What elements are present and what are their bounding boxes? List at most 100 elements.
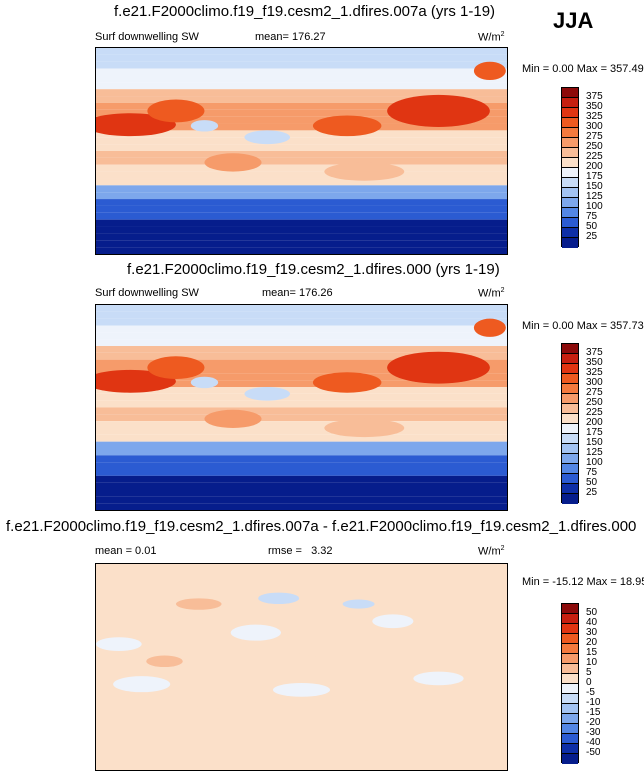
panel-3-rmse-label: rmse = 3.32 <box>268 545 333 557</box>
field-band <box>96 325 507 333</box>
panel-3-map-field <box>96 564 507 770</box>
field-anomaly <box>272 683 331 697</box>
colorbar-swatch <box>562 138 578 148</box>
colorbar-tick-label: 300 <box>586 377 603 388</box>
field-band <box>96 332 507 340</box>
colorbar-tick-label: 275 <box>586 131 603 142</box>
field-anomaly <box>244 130 291 145</box>
panel-1-map <box>95 47 508 255</box>
colorbar-tick-label: 375 <box>586 91 603 102</box>
field-band <box>96 82 507 90</box>
field-anomaly <box>473 61 506 81</box>
colorbar-swatch <box>562 634 578 644</box>
colorbar-swatch <box>562 644 578 654</box>
field-band <box>96 311 507 319</box>
field-anomaly <box>204 409 262 428</box>
field-band <box>96 54 507 62</box>
colorbar-tick-label: 200 <box>586 417 603 428</box>
colorbar-swatch <box>562 624 578 634</box>
colorbar-swatch <box>562 744 578 754</box>
colorbar-swatch <box>562 714 578 724</box>
panel-1-mean-label: mean= 176.27 <box>255 31 326 43</box>
colorbar-tick-label: 150 <box>586 181 603 192</box>
colorbar-swatch <box>562 218 578 228</box>
field-band <box>96 414 507 422</box>
field-band <box>96 192 507 200</box>
field-anomaly <box>204 153 262 172</box>
panel-3-minmax: Min = -15.12 Max = 18.95 <box>522 576 644 588</box>
panel-1-map-field <box>96 48 507 254</box>
field-band <box>96 359 507 367</box>
field-band <box>96 366 507 374</box>
colorbar-tick-label: 350 <box>586 357 603 368</box>
field-anomaly <box>96 637 142 651</box>
panel-1-title: f.e21.F2000climo.f19_f19.cesm2_1.dfires.… <box>114 3 496 20</box>
field-anomaly <box>372 614 414 629</box>
field-anomaly <box>166 621 208 633</box>
season-label: JJA <box>553 8 594 33</box>
colorbar-swatch <box>562 364 578 374</box>
field-band <box>96 226 507 234</box>
colorbar-swatch <box>562 464 578 474</box>
field-anomaly <box>230 624 281 641</box>
field-band <box>96 157 507 165</box>
colorbar-tick-label: 150 <box>586 437 603 448</box>
field-anomaly <box>113 676 171 693</box>
field-anomaly <box>147 356 205 380</box>
colorbar-swatch <box>562 664 578 674</box>
field-anomaly <box>335 700 405 714</box>
field-band <box>96 503 507 510</box>
field-band <box>96 339 507 346</box>
colorbar-tick-label: 50 <box>586 221 598 232</box>
colorbar-tick-label: 15 <box>586 647 598 658</box>
field-anomaly <box>147 99 205 123</box>
field-band <box>96 247 507 254</box>
field-band <box>96 240 507 248</box>
panel-1-colorbar <box>561 87 579 248</box>
field-band <box>96 475 507 483</box>
colorbar-tick-label: -10 <box>586 697 601 708</box>
panel-3-mean-label: mean = 0.01 <box>95 545 157 557</box>
colorbar-swatch <box>562 484 578 494</box>
colorbar-tick-label: 175 <box>586 427 603 438</box>
field-band <box>96 61 507 69</box>
field-anomaly <box>190 120 219 132</box>
colorbar-swatch <box>562 208 578 218</box>
colorbar-tick-label: -5 <box>586 687 595 698</box>
panel-2-map <box>95 304 508 511</box>
field-band <box>96 48 507 55</box>
field-band <box>96 137 507 145</box>
field-band <box>96 462 507 469</box>
field-band <box>96 496 507 504</box>
colorbar-swatch <box>562 414 578 424</box>
colorbar-tick-label: 0 <box>586 677 592 688</box>
colorbar-swatch <box>562 734 578 744</box>
colorbar-tick-label: 30 <box>586 627 598 638</box>
colorbar-swatch <box>562 694 578 704</box>
field-anomaly <box>324 418 405 438</box>
field-band <box>96 102 507 110</box>
colorbar-swatch <box>562 424 578 434</box>
panel-2-map-field <box>96 305 507 510</box>
colorbar-tick-label: 375 <box>586 347 603 358</box>
field-anomaly <box>190 376 219 389</box>
field-band <box>96 400 507 408</box>
colorbar-tick-label: 200 <box>586 161 603 172</box>
field-band <box>96 489 507 497</box>
field-anomaly <box>146 655 183 667</box>
colorbar-tick-label: 125 <box>586 191 603 202</box>
field-band <box>96 219 507 227</box>
field-anomaly <box>312 372 382 393</box>
colorbar-swatch <box>562 158 578 168</box>
colorbar-swatch <box>562 344 578 354</box>
field-band <box>96 387 507 394</box>
field-band <box>96 185 507 193</box>
colorbar-tick-label: 250 <box>586 141 603 152</box>
field-anomaly <box>387 351 490 384</box>
field-band <box>96 212 507 220</box>
field-anomaly <box>312 115 382 137</box>
colorbar-tick-label: 40 <box>586 617 598 628</box>
colorbar-swatch <box>562 374 578 384</box>
colorbar-tick-label: 225 <box>586 151 603 162</box>
field-band <box>96 109 507 117</box>
